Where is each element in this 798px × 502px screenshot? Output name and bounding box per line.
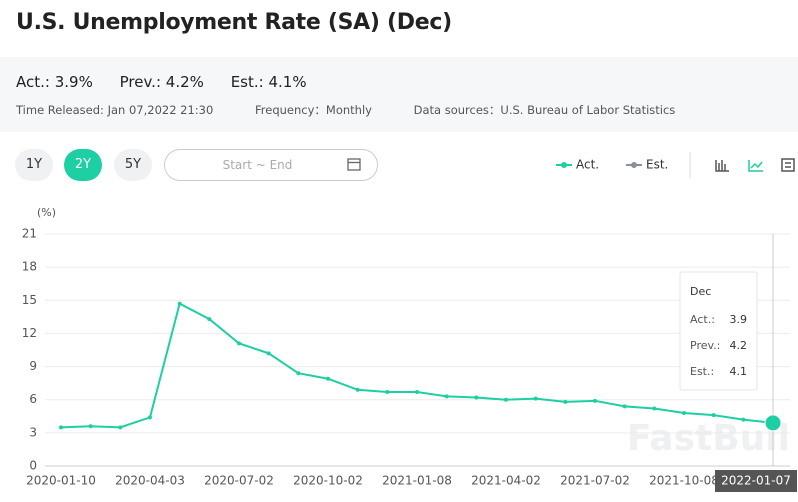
meta-value: U.S. Bureau of Labor Statistics <box>500 103 676 117</box>
point <box>444 394 449 399</box>
point <box>741 417 746 422</box>
tooltip: Dec Act.: 3.9 Prev.: 4.2 Est.: 4.1 <box>679 271 758 391</box>
point <box>622 404 627 409</box>
x-tick-label: 2020-01-10 <box>26 474 96 488</box>
tooltip-label: Act.: <box>690 313 715 326</box>
x-tick-label: 2021-04-02 <box>471 474 541 488</box>
stat-label: Est.: <box>230 73 264 91</box>
x-tick-label: 2021-01-08 <box>382 474 452 488</box>
range-button[interactable]: 5Y <box>114 149 152 181</box>
watermark: FastBull <box>627 418 790 459</box>
range-button[interactable]: 1Y <box>15 149 53 181</box>
point <box>59 425 63 430</box>
stat: Est.: 4.1% <box>231 73 307 91</box>
x-tick-label: 2021-07-02 <box>560 474 630 488</box>
point <box>118 425 123 430</box>
point <box>504 397 508 402</box>
point <box>563 399 568 404</box>
point <box>148 415 152 420</box>
x-tick-label: 2020-10-02 <box>293 474 363 488</box>
tooltip-value: 4.2 <box>730 339 748 352</box>
y-tick-label: 6 <box>29 392 37 406</box>
meta-label: Data sources： <box>413 103 501 117</box>
point <box>296 371 301 376</box>
tooltip-label: Est.: <box>690 365 714 378</box>
meta-item: Data sources：U.S. Bureau of Labor Statis… <box>414 103 676 117</box>
meta-item: Time Released: Jan 07,2022 21:30 <box>16 103 213 117</box>
point <box>764 414 782 432</box>
meta-value: Monthly <box>325 103 372 117</box>
x-tick-label: 2022-01-07 <box>721 474 791 488</box>
table-icon[interactable] <box>781 158 795 172</box>
point <box>385 389 390 394</box>
y-tick-label: 12 <box>22 326 37 340</box>
point <box>652 406 657 411</box>
y-tick-label: 9 <box>29 359 37 373</box>
y-tick-label: 15 <box>22 293 37 307</box>
legend-label: Act. <box>576 158 599 172</box>
point <box>682 410 686 415</box>
point <box>207 317 212 322</box>
date-range-input[interactable]: Start ~ End <box>164 149 378 181</box>
point <box>415 389 419 394</box>
stat-label: Prev.: <box>119 73 162 91</box>
y-tick-label: 0 <box>29 459 37 473</box>
point <box>533 396 538 401</box>
stat-value: 3.9% <box>54 73 93 91</box>
meta-item: Frequency：Monthly <box>255 103 372 117</box>
point <box>88 424 93 429</box>
chart-view-icons <box>715 158 795 172</box>
y-tick-label: 18 <box>22 260 37 274</box>
point <box>266 351 271 356</box>
x-tick-label: 2020-04-03 <box>115 474 185 488</box>
x-tick-label: 2020-07-02 <box>204 474 274 488</box>
meta-label: Time Released: <box>16 103 104 117</box>
stat-label: Act.: <box>16 73 50 91</box>
meta: Time Released: Jan 07,2022 21:30 Frequen… <box>16 102 713 118</box>
point <box>326 376 330 381</box>
stat-value: 4.2% <box>165 73 204 91</box>
tooltip-label: Prev.: <box>690 339 720 352</box>
tooltip-value: 3.9 <box>730 313 748 326</box>
title: U.S. Unemployment Rate (SA) (Dec) <box>16 10 452 35</box>
tooltip-title: Dec <box>690 285 711 298</box>
stat: Act.: 3.9% <box>16 73 93 91</box>
legend-dot <box>631 162 637 168</box>
x-tick-label: 2021-10-08 <box>649 474 719 488</box>
point <box>593 398 597 403</box>
legend-dot <box>561 162 567 168</box>
meta-value: Jan 07,2022 21:30 <box>107 103 214 117</box>
point <box>355 387 360 392</box>
stat-value: 4.1% <box>268 73 307 91</box>
info-panel: Act.: 3.9% Prev.: 4.2% Est.: 4.1% Time R… <box>0 57 798 132</box>
bar-icon[interactable] <box>715 160 729 172</box>
meta-label: Frequency： <box>254 103 326 117</box>
x-highlight <box>715 470 797 492</box>
series-line <box>60 302 774 429</box>
y-unit: (%) <box>37 206 56 219</box>
y-tick-label: 3 <box>29 425 37 439</box>
tooltip-value: 4.1 <box>730 365 748 378</box>
point <box>177 301 182 306</box>
legend-label: Est. <box>646 158 668 172</box>
calendar-icon <box>347 158 361 171</box>
stats: Act.: 3.9% Prev.: 4.2% Est.: 4.1% <box>16 73 329 91</box>
point <box>237 341 241 346</box>
placeholder: Start ~ End <box>222 158 293 172</box>
line-icon[interactable] <box>748 160 763 172</box>
point <box>474 395 479 400</box>
range-button[interactable]: 2Y <box>64 149 102 181</box>
y-tick-label: 21 <box>22 227 37 241</box>
stat: Prev.: 4.2% <box>120 73 204 91</box>
tooltip-box <box>679 271 758 391</box>
point <box>711 413 716 418</box>
